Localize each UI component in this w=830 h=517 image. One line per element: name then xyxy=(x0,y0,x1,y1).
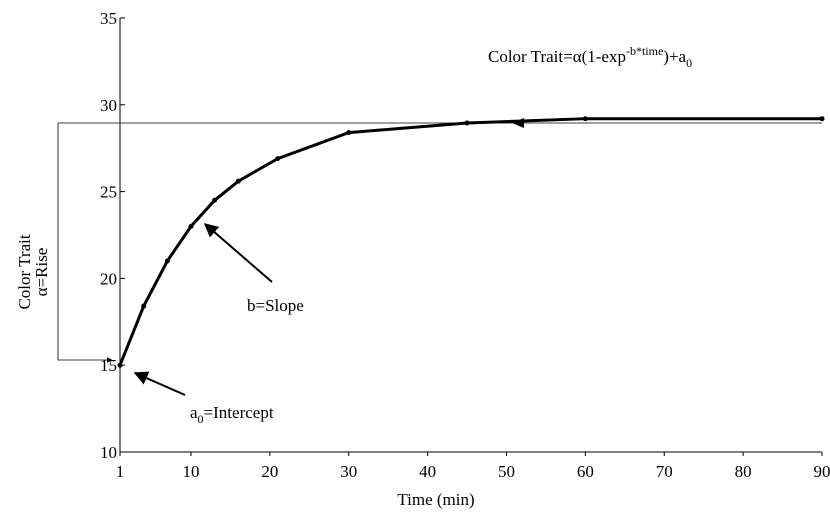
formula-sub: 0 xyxy=(686,56,692,70)
y-tick-label: 20 xyxy=(100,269,117,288)
x-tick-label: 50 xyxy=(498,462,515,481)
formula-part: )+a xyxy=(663,47,686,66)
x-axis-label: Time (min) xyxy=(397,490,474,509)
x-tick-label: 70 xyxy=(656,462,673,481)
x-tick-label: 40 xyxy=(419,462,436,481)
y-tick-label: 25 xyxy=(100,183,117,202)
point xyxy=(212,197,218,203)
x-tick-label: 20 xyxy=(261,462,278,481)
curve-arrow xyxy=(512,118,524,128)
y-axis-label: Color Trait α=Rise xyxy=(15,234,51,309)
x-tick-label: 10 xyxy=(182,462,199,481)
y-tick-label: 15 xyxy=(100,356,117,375)
x-tick-label: 80 xyxy=(735,462,752,481)
y-tick-label: 35 xyxy=(100,9,117,28)
y-tick-label: 30 xyxy=(100,96,117,115)
y-label-line: α=Rise xyxy=(32,248,51,297)
formula: Color Trait=α(1-exp-b*time)+a0 xyxy=(488,44,692,70)
point xyxy=(164,258,170,264)
x-tick-label: 30 xyxy=(340,462,357,481)
x-tick-label: 90 xyxy=(814,462,830,481)
formula-part: Color Trait=α(1-exp xyxy=(488,47,626,66)
point xyxy=(464,120,470,126)
intercept-part: =Intercept xyxy=(204,403,274,422)
point xyxy=(141,303,147,309)
point xyxy=(582,116,588,122)
intercept-sub: 0 xyxy=(198,412,204,426)
point xyxy=(117,362,123,368)
intercept-label: a0=Intercept xyxy=(190,403,274,426)
point xyxy=(819,116,825,122)
point xyxy=(346,130,352,136)
intercept-arrow xyxy=(133,371,186,396)
formula-sup: -b*time xyxy=(626,44,663,58)
slope-arrow xyxy=(203,223,273,283)
intercept-part: a xyxy=(190,403,198,422)
x-tick-label: 60 xyxy=(577,462,594,481)
y-label-line: Color Trait xyxy=(15,234,34,309)
y-tick-label: 10 xyxy=(100,443,117,462)
rise-bracket xyxy=(57,123,113,363)
slope-label: b=Slope xyxy=(247,296,304,315)
point xyxy=(275,156,281,162)
point xyxy=(235,178,241,184)
x-tick-label: 1 xyxy=(116,462,125,481)
point xyxy=(188,223,194,229)
